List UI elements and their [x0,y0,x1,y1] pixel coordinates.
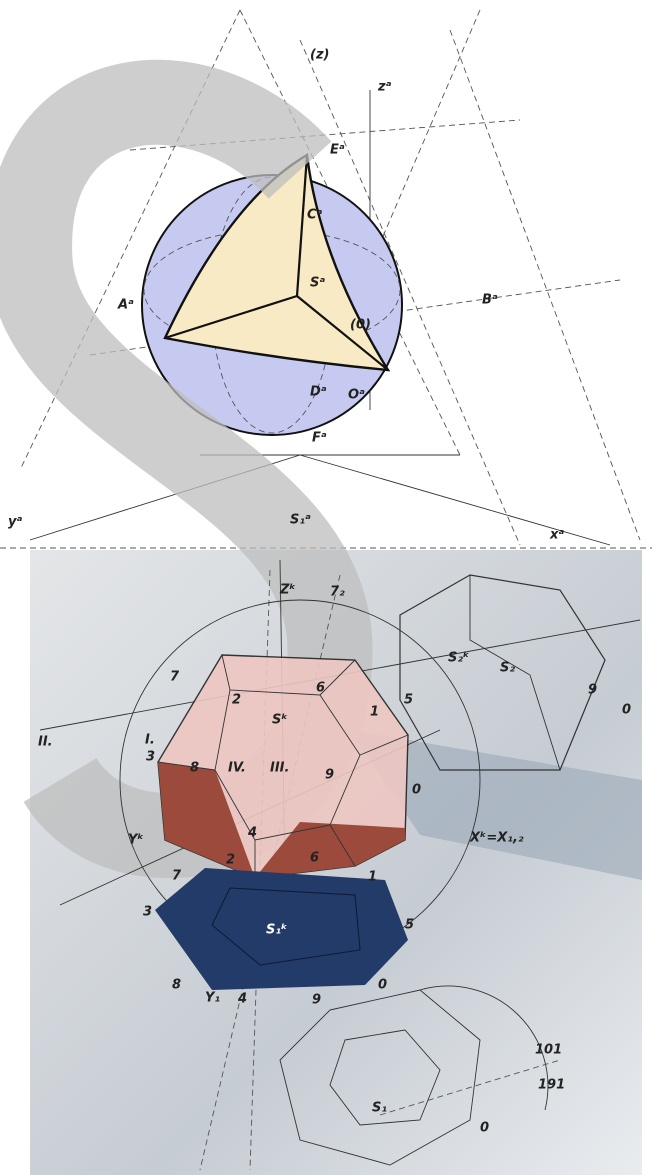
label: S₂ [500,661,515,676]
label: 3 [143,905,152,920]
label: 4 [237,992,247,1007]
label: zᵃ [377,80,392,95]
label: I. [145,733,155,748]
projection [155,868,408,990]
label: Eᵃ [330,143,345,158]
labels: (z) zᵃ Eᵃ Cᵃ Sᵃ Aᵃ Bᵃ (0) Dᵃ Oᵃ Fᵃ yᵃ S₁… [8,48,631,1136]
label: S₁ [372,1101,387,1116]
label: 4 [247,826,257,841]
label: 0 [480,1121,489,1136]
label: xᵃ [549,528,564,543]
dark-face [158,762,255,878]
label: Cᵃ [307,208,323,223]
dodecahedron-edges [157,654,409,878]
plane [350,730,642,880]
label: 191 [538,1078,565,1093]
label: 1 [370,705,379,720]
side-view [399,574,606,771]
label: 5 [404,693,413,708]
label: 0 [378,978,387,993]
label: Yᵏ [128,833,144,848]
label: 3 [146,750,155,765]
label: 2 [226,853,235,868]
label: 0 [622,703,631,718]
label: (0) [350,318,371,333]
side-edges [469,575,561,771]
label: Sᵏ [272,713,288,728]
bottom-view [279,985,561,1166]
label: Aᵃ [117,298,134,313]
label: Zᵏ [279,583,296,598]
label: 2 [232,693,241,708]
label: IV. [228,761,246,776]
label: Sᵃ [310,276,325,291]
label: 9 [588,683,597,698]
label: 7₂ [330,585,345,600]
spherical-triangle [163,153,391,372]
triangle-edges [164,154,389,371]
label: Dᵃ [310,385,327,400]
projection-inner [211,887,361,966]
label: Oᵃ [348,388,365,403]
dark-face [255,822,405,878]
label: III. [270,761,289,776]
label: 101 [535,1043,562,1058]
label: Y₁ [205,991,220,1006]
label: (z) [310,48,329,63]
label: 8 [172,978,181,993]
label: S₂ᵏ [448,651,469,666]
label: 0 [412,783,421,798]
label: 7 [170,670,180,685]
label: S₁ᵏ [266,923,287,938]
label: 7 [172,869,182,884]
label: Fᵃ [312,431,327,446]
label: 9 [325,768,334,783]
label: S₁ᵃ [290,513,311,528]
label: Xᵏ=X₁,₂ [469,831,524,846]
label: 5 [405,918,414,933]
label: 9 [312,993,321,1008]
label: 8 [190,761,199,776]
label: II. [38,735,53,750]
label: yᵃ [8,515,22,530]
label: 6 [316,681,325,696]
label: 6 [310,851,319,866]
label: 1 [368,870,377,885]
label: Bᵃ [482,293,498,308]
